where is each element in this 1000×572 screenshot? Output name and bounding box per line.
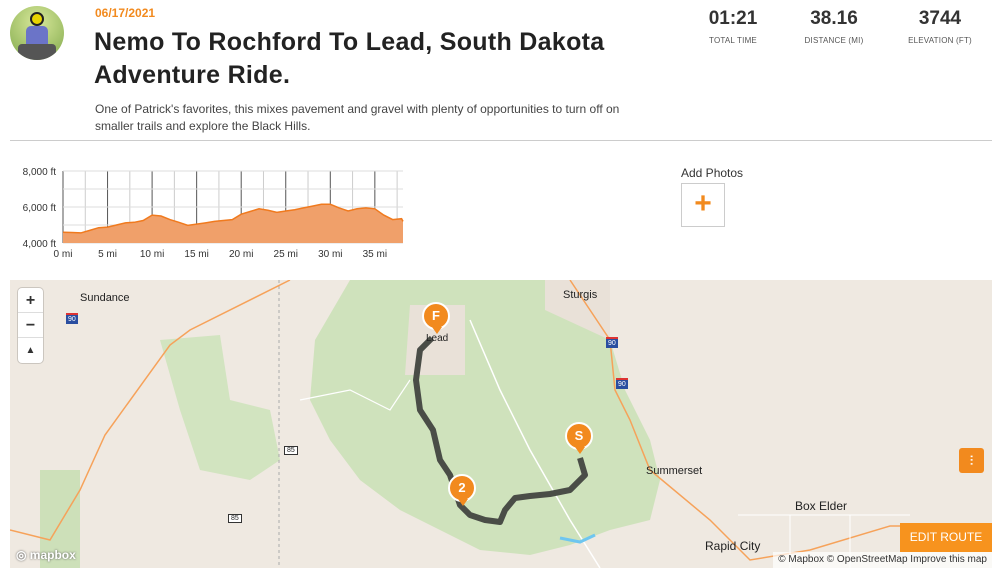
x-tick-label: 25 mi — [274, 249, 298, 260]
avatar[interactable] — [10, 6, 64, 60]
x-tick-label: 15 mi — [184, 249, 208, 260]
place-label: Rapid City — [705, 539, 761, 553]
place-label: Lead — [426, 333, 448, 344]
x-tick-label: 20 mi — [229, 249, 253, 260]
place-label: Summerset — [646, 465, 703, 477]
stat-total-time: 01:21 TOTAL TIME — [708, 8, 758, 45]
interstate-shield: 90 — [606, 337, 618, 348]
elevation-chart: 0 mi 5 mi 10 mi 15 mi 20 mi 25 mi 30 mi 35 mi 8,… — [23, 167, 404, 260]
add-photos-label: Add Photos — [681, 166, 744, 180]
y-tick-label: 8,000 ft — [23, 167, 57, 178]
ride-date: 06/17/2021 — [95, 6, 156, 20]
place-label: Sundance — [80, 292, 130, 304]
x-tick-label: 35 mi — [363, 249, 387, 260]
x-tick-label: 30 mi — [318, 249, 342, 260]
add-photos-button[interactable]: + — [681, 183, 725, 227]
x-tick-label: 0 mi — [54, 249, 73, 260]
sliders-icon[interactable]: ⫶ — [959, 448, 984, 473]
compass-button[interactable]: ▲ — [25, 345, 36, 356]
stat-elevation: 3744 ELEVATION (FT) — [908, 8, 972, 45]
x-tick-label: 10 mi — [140, 249, 164, 260]
place-label: Box Elder — [795, 499, 848, 513]
finish-marker[interactable]: F — [422, 302, 450, 334]
us-highway-shield: 85 — [284, 446, 298, 455]
zoom-in-button[interactable]: + — [18, 288, 43, 313]
place-label: Sturgis — [563, 289, 598, 301]
zoom-out-button[interactable]: − — [18, 313, 43, 338]
elevation-area — [63, 204, 403, 243]
elevation-line — [62, 203, 404, 234]
interstate-shield: 90 — [66, 313, 78, 324]
page-title: Nemo To Rochford To Lead, South Dakota A… — [94, 28, 605, 89]
ride-description: One of Patrick's favorites, this mixes p… — [95, 102, 620, 133]
map-attribution[interactable]: © Mapbox © OpenStreetMap Improve this ma… — [773, 552, 992, 568]
map-canvas — [10, 280, 992, 568]
waypoint-marker[interactable]: 2 — [448, 474, 476, 506]
y-tick-label: 6,000 ft — [23, 203, 57, 214]
mapbox-logo[interactable]: ◎ mapbox — [16, 548, 76, 562]
edit-route-button[interactable]: EDIT ROUTE — [900, 523, 992, 552]
route-line — [413, 335, 588, 525]
us-highway-shield: 85 — [228, 514, 242, 523]
interstate-shield: 90 — [616, 378, 628, 389]
route-map[interactable]: Sundance Sturgis Lead Summerset Box Elde… — [10, 280, 992, 568]
divider — [10, 140, 992, 141]
x-tick-label: 5 mi — [98, 249, 117, 260]
zoom-controls: + − ▲ — [18, 288, 43, 363]
stat-distance: 38.16 DISTANCE (MI) — [804, 8, 864, 45]
y-tick-label: 4,000 ft — [23, 239, 57, 250]
start-marker[interactable]: S — [565, 422, 593, 454]
